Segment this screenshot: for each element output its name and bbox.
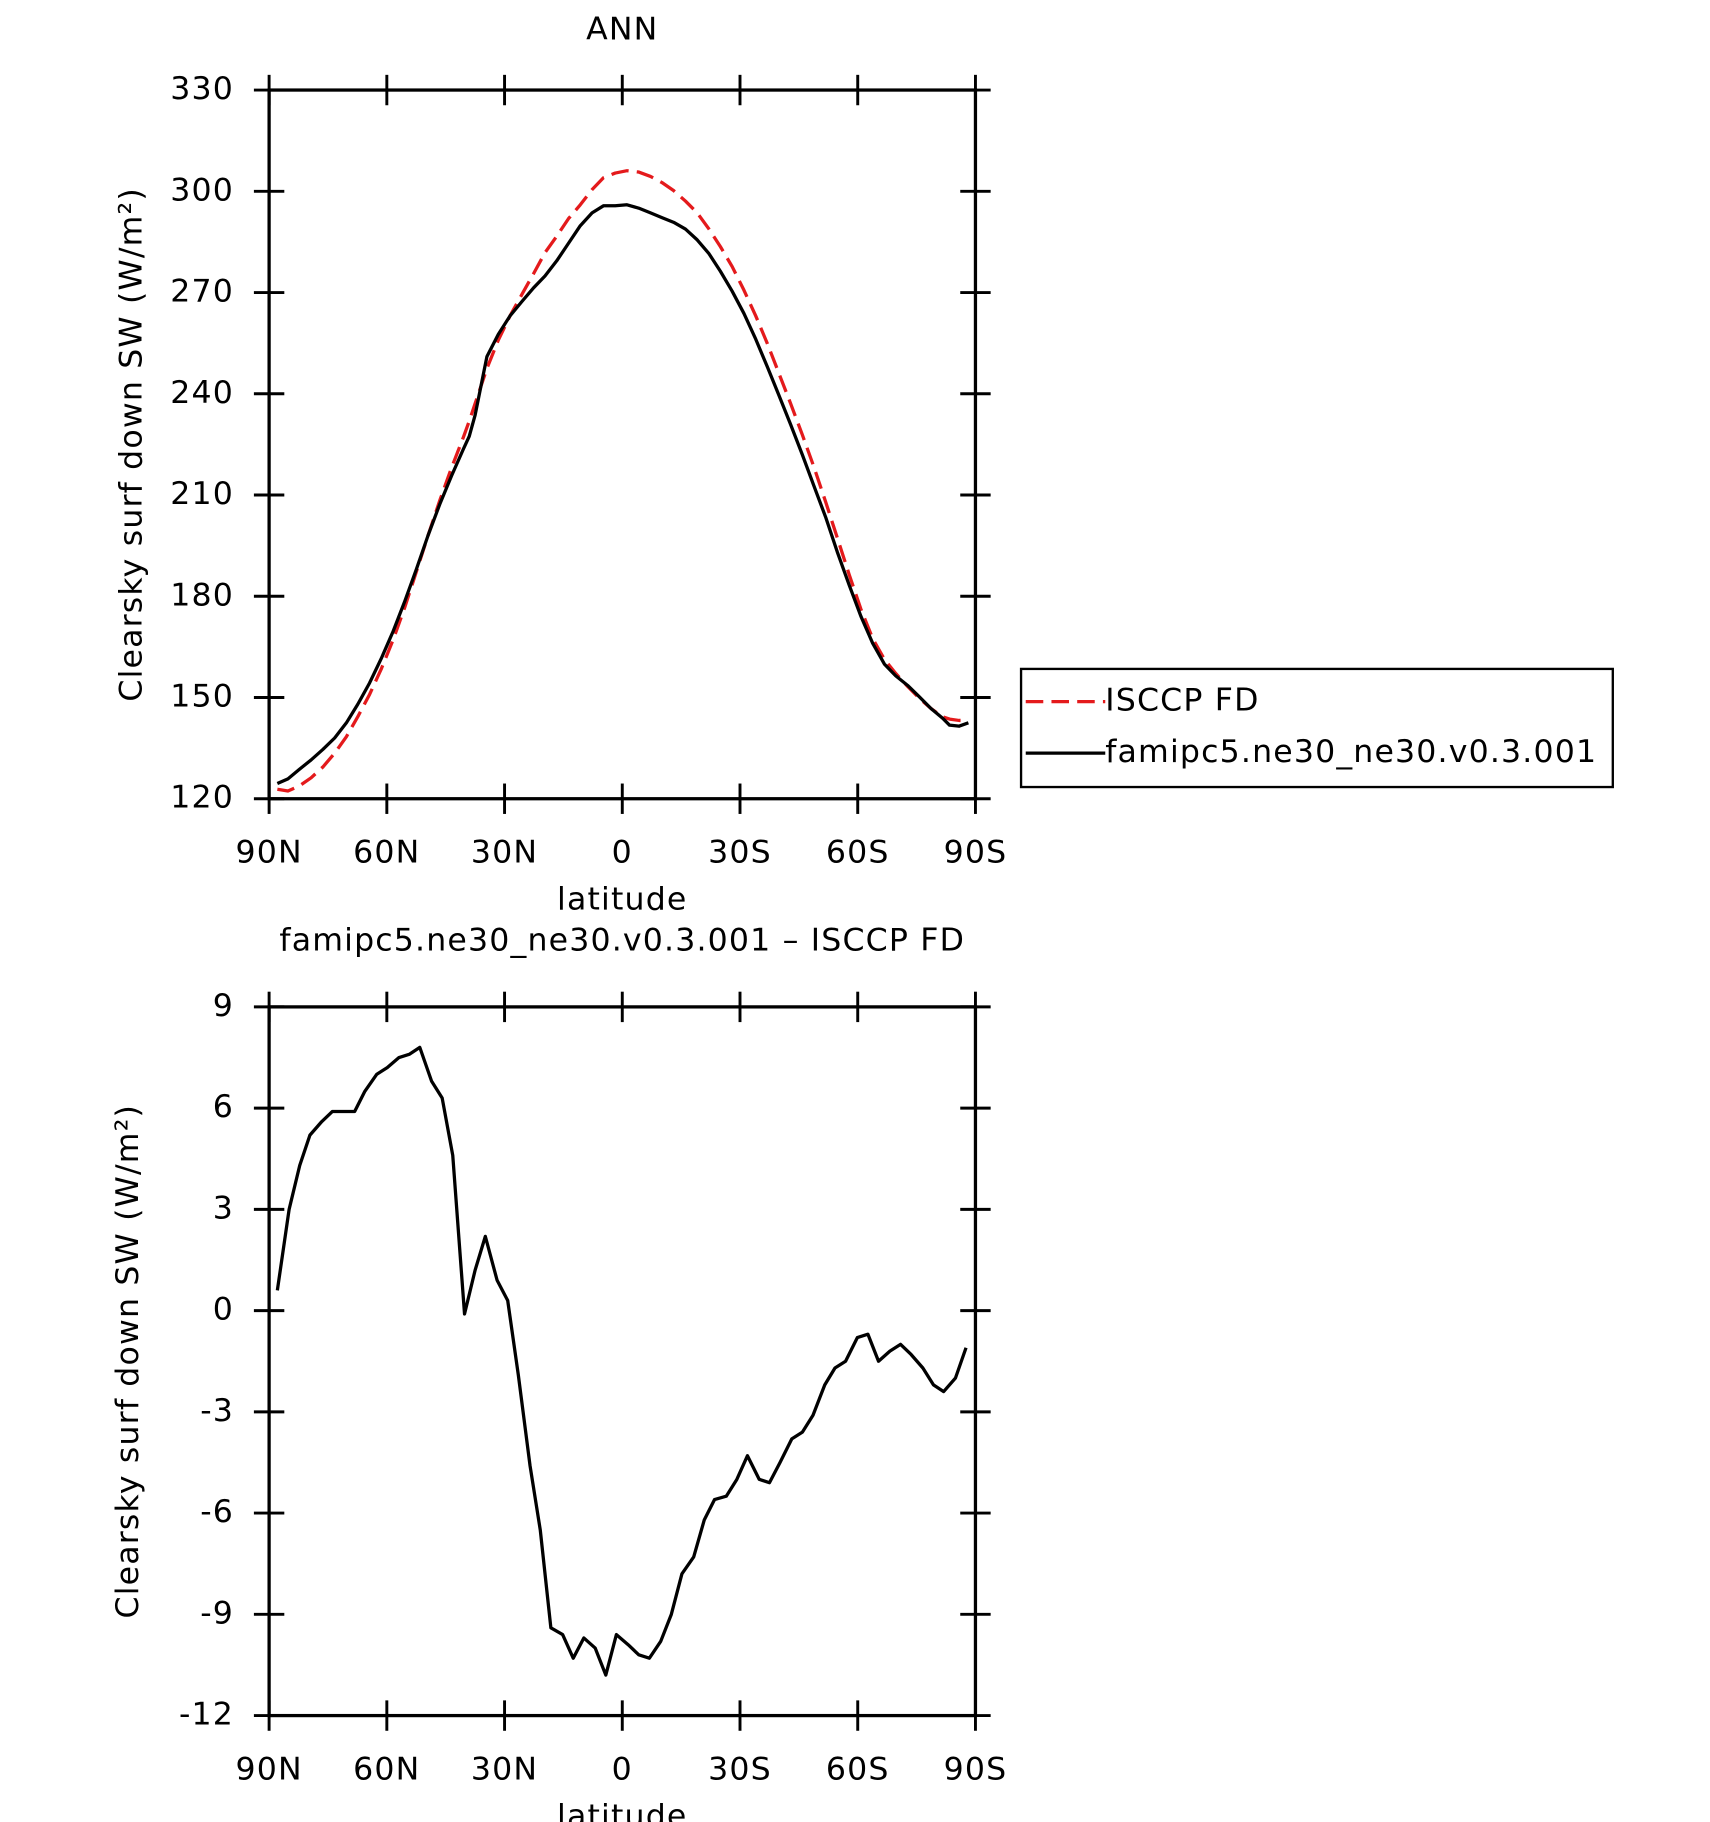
y-tick-label: 180	[170, 577, 234, 613]
x-tick-label: 30S	[708, 835, 772, 871]
chart-title: ANN	[586, 11, 658, 47]
legend-label: ISCCP FD	[1105, 683, 1259, 719]
x-tick-label: 90S	[944, 835, 1008, 871]
x-tick-label: 30S	[708, 1752, 772, 1788]
y-tick-label: 270	[170, 274, 234, 310]
data-line	[276, 203, 969, 786]
y-tick-label: 150	[170, 678, 234, 714]
x-tick-label: 60N	[353, 835, 420, 871]
chart-title: famipc5.ne30_ne30.v0.3.001 – ISCCP FD	[279, 922, 965, 958]
plot-frame	[267, 1005, 978, 1718]
y-tick-label: -9	[200, 1595, 234, 1631]
y-tick-label: 0	[213, 1292, 234, 1328]
y-tick-label: 9	[213, 988, 234, 1024]
y-tick-label: 210	[170, 476, 234, 512]
x-tick-label: 90N	[235, 835, 302, 871]
x-tick-label: 0	[612, 1752, 633, 1788]
y-tick-label: -3	[200, 1393, 234, 1429]
y-tick-label: 330	[170, 71, 234, 107]
y-axis-label: Clearsky surf down SW (W/m²)	[110, 1104, 146, 1619]
y-tick-label: 3	[213, 1190, 234, 1226]
x-tick-label: 60N	[353, 1752, 420, 1788]
x-tick-label: 90N	[235, 1752, 302, 1788]
y-tick-label: -6	[200, 1494, 234, 1530]
legend-box	[1019, 667, 1614, 789]
x-tick-label: 60S	[826, 835, 890, 871]
x-tick-label: 30N	[471, 1752, 538, 1788]
y-tick-label: 240	[170, 375, 234, 411]
y-tick-label: 6	[213, 1089, 234, 1125]
x-tick-label: 60S	[826, 1752, 890, 1788]
plot-frame	[267, 88, 978, 801]
x-axis-label: latitude	[557, 1798, 687, 1822]
y-tick-label: 300	[170, 172, 234, 208]
legend-label: famipc5.ne30_ne30.v0.3.001	[1105, 734, 1597, 770]
x-tick-label: 0	[612, 835, 633, 871]
y-tick-label: 120	[170, 780, 234, 816]
data-line	[275, 1045, 968, 1677]
x-tick-label: 90S	[944, 1752, 1008, 1788]
y-axis-label: Clearsky surf down SW (W/m²)	[113, 187, 149, 702]
x-tick-label: 30N	[471, 835, 538, 871]
x-axis-label: latitude	[557, 881, 687, 917]
data-line	[277, 169, 969, 793]
y-tick-label: -12	[179, 1697, 234, 1733]
